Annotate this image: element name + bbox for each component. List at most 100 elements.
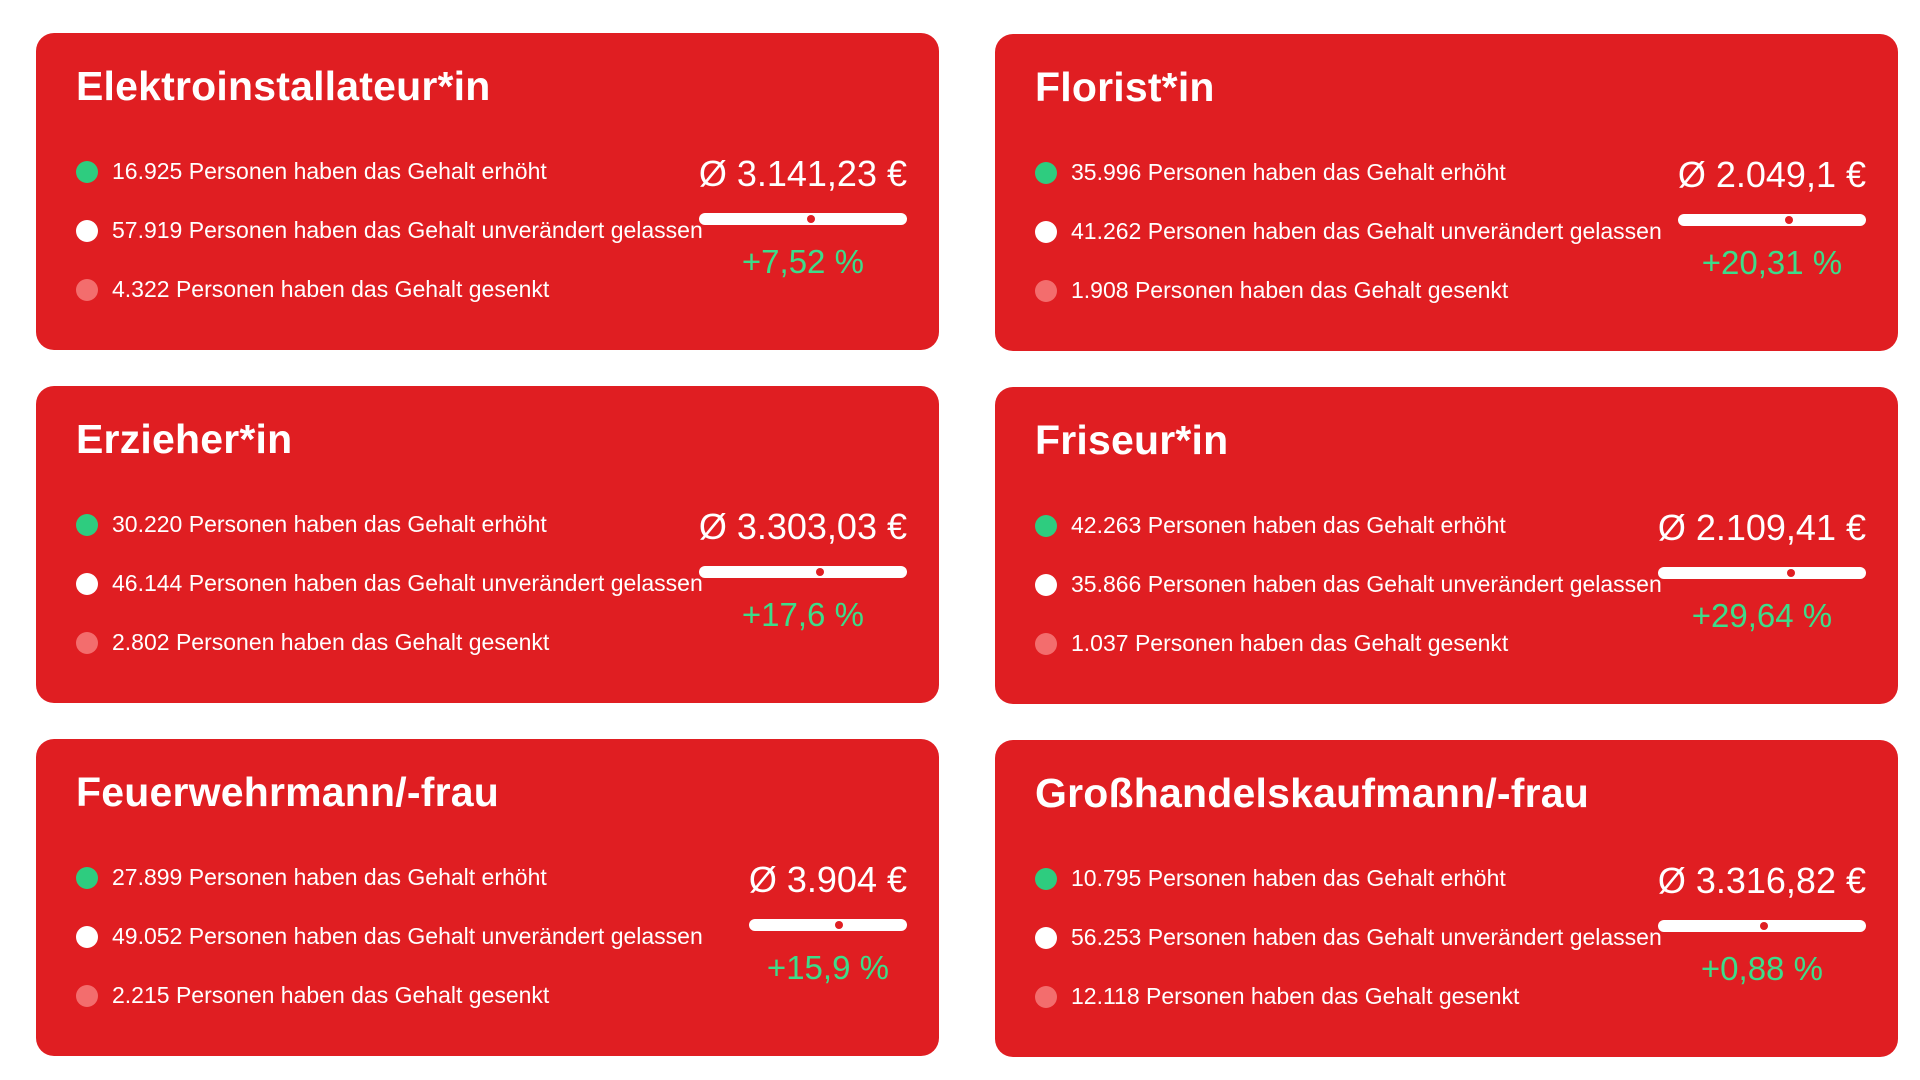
bar-marker bbox=[1784, 216, 1793, 224]
stat-unchanged-text: 46.144 Personen haben das Gehalt unverän… bbox=[112, 570, 703, 596]
pink-dot-icon bbox=[1035, 985, 1057, 1008]
card-erzieher: Erzieher*in 30.220 Personen haben das Ge… bbox=[36, 386, 939, 703]
stat-raised-text: 16.925 Personen haben das Gehalt erhöht bbox=[112, 158, 547, 184]
card-title: Großhandelskaufmann/-frau bbox=[1035, 770, 1590, 816]
stat-raised: 35.996 Personen haben das Gehalt erhöht bbox=[1035, 143, 1662, 202]
white-dot-icon bbox=[76, 572, 98, 595]
average-salary: Ø 2.049,1 € bbox=[1677, 154, 1866, 195]
stat-unchanged: 49.052 Personen haben das Gehalt unverän… bbox=[76, 907, 703, 966]
green-dot-icon bbox=[76, 513, 98, 536]
stat-lowered-text: 2.802 Personen haben das Gehalt gesenkt bbox=[112, 629, 550, 655]
stat-unchanged-text: 41.262 Personen haben das Gehalt unverän… bbox=[1071, 218, 1662, 244]
stat-lowered-text: 1.908 Personen haben das Gehalt gesenkt bbox=[1071, 277, 1509, 303]
card-title: Feuerwehrmann/-frau bbox=[76, 769, 499, 815]
summary: Ø 3.316,82 € +0,88 % bbox=[1657, 860, 1866, 988]
card-title: Elektroinstallateur*in bbox=[76, 63, 491, 109]
stat-raised: 30.220 Personen haben das Gehalt erhöht bbox=[76, 495, 703, 554]
average-salary: Ø 2.109,41 € bbox=[1657, 507, 1866, 548]
white-dot-icon bbox=[1035, 926, 1057, 949]
stat-lowered: 12.118 Personen haben das Gehalt gesenkt bbox=[1035, 967, 1662, 1026]
stat-raised-text: 42.263 Personen haben das Gehalt erhöht bbox=[1071, 512, 1506, 538]
stat-unchanged: 41.262 Personen haben das Gehalt unverän… bbox=[1035, 202, 1662, 261]
stat-raised-text: 10.795 Personen haben das Gehalt erhöht bbox=[1071, 865, 1506, 891]
summary: Ø 3.904 € +15,9 % bbox=[748, 859, 907, 987]
stat-unchanged: 35.866 Personen haben das Gehalt unverän… bbox=[1035, 555, 1662, 614]
card-florist: Florist*in 35.996 Personen haben das Geh… bbox=[995, 34, 1898, 351]
white-dot-icon bbox=[1035, 220, 1057, 243]
stat-list: 35.996 Personen haben das Gehalt erhöht … bbox=[1035, 143, 1662, 320]
stat-lowered: 4.322 Personen haben das Gehalt gesenkt bbox=[76, 260, 703, 319]
pink-dot-icon bbox=[76, 984, 98, 1007]
card-grosshandel: Großhandelskaufmann/-frau 10.795 Persone… bbox=[995, 740, 1898, 1057]
salary-change: +29,64 % bbox=[1691, 597, 1833, 634]
average-salary: Ø 3.141,23 € bbox=[698, 153, 907, 194]
stat-unchanged-text: 57.919 Personen haben das Gehalt unverän… bbox=[112, 217, 703, 243]
stat-raised: 10.795 Personen haben das Gehalt erhöht bbox=[1035, 849, 1662, 908]
salary-change: +7,52 % bbox=[741, 243, 864, 280]
green-dot-icon bbox=[76, 160, 98, 183]
bar-marker bbox=[1787, 569, 1796, 577]
pink-dot-icon bbox=[76, 278, 98, 301]
average-salary: Ø 3.316,82 € bbox=[1657, 860, 1866, 901]
pink-dot-icon bbox=[76, 631, 98, 654]
stat-lowered: 2.802 Personen haben das Gehalt gesenkt bbox=[76, 613, 703, 672]
white-dot-icon bbox=[1035, 573, 1057, 596]
stat-lowered-text: 4.322 Personen haben das Gehalt gesenkt bbox=[112, 276, 550, 302]
stat-raised: 16.925 Personen haben das Gehalt erhöht bbox=[76, 142, 703, 201]
average-salary: Ø 3.303,03 € bbox=[698, 506, 907, 547]
stat-list: 10.795 Personen haben das Gehalt erhöht … bbox=[1035, 849, 1662, 1026]
stat-raised-text: 30.220 Personen haben das Gehalt erhöht bbox=[112, 511, 547, 537]
stat-raised-text: 27.899 Personen haben das Gehalt erhöht bbox=[112, 864, 547, 890]
stat-raised-text: 35.996 Personen haben das Gehalt erhöht bbox=[1071, 159, 1506, 185]
white-dot-icon bbox=[76, 219, 98, 242]
card-title: Florist*in bbox=[1035, 64, 1215, 110]
stat-list: 42.263 Personen haben das Gehalt erhöht … bbox=[1035, 496, 1662, 673]
distribution-bar bbox=[1657, 920, 1866, 932]
card-title: Erzieher*in bbox=[76, 416, 293, 462]
green-dot-icon bbox=[1035, 514, 1057, 537]
pink-dot-icon bbox=[1035, 632, 1057, 655]
stat-list: 16.925 Personen haben das Gehalt erhöht … bbox=[76, 142, 703, 319]
stat-unchanged: 56.253 Personen haben das Gehalt unverän… bbox=[1035, 908, 1662, 967]
green-dot-icon bbox=[1035, 161, 1057, 184]
white-dot-icon bbox=[76, 925, 98, 948]
stat-lowered-text: 12.118 Personen haben das Gehalt gesenkt bbox=[1071, 983, 1520, 1009]
summary: Ø 2.049,1 € +20,31 % bbox=[1677, 154, 1866, 282]
summary: Ø 3.141,23 € +7,52 % bbox=[698, 153, 907, 281]
card-elektroinstallateur: Elektroinstallateur*in 16.925 Personen h… bbox=[36, 33, 939, 350]
stat-unchanged-text: 35.866 Personen haben das Gehalt unverän… bbox=[1071, 571, 1662, 597]
stat-lowered-text: 1.037 Personen haben das Gehalt gesenkt bbox=[1071, 630, 1509, 656]
green-dot-icon bbox=[76, 866, 98, 889]
stat-raised: 42.263 Personen haben das Gehalt erhöht bbox=[1035, 496, 1662, 555]
stat-unchanged: 46.144 Personen haben das Gehalt unverän… bbox=[76, 554, 703, 613]
salary-change: +17,6 % bbox=[741, 596, 864, 633]
average-salary: Ø 3.904 € bbox=[748, 859, 907, 900]
salary-change: +20,31 % bbox=[1701, 244, 1843, 281]
pink-dot-icon bbox=[1035, 279, 1057, 302]
salary-change: +0,88 % bbox=[1700, 950, 1823, 987]
bar-marker bbox=[807, 215, 816, 223]
card-feuerwehr: Feuerwehrmann/-frau 27.899 Personen habe… bbox=[36, 739, 939, 1056]
stat-raised: 27.899 Personen haben das Gehalt erhöht bbox=[76, 848, 703, 907]
bar-marker bbox=[815, 568, 824, 576]
stat-lowered-text: 2.215 Personen haben das Gehalt gesenkt bbox=[112, 982, 550, 1008]
bar-marker bbox=[835, 921, 843, 929]
summary: Ø 2.109,41 € +29,64 % bbox=[1657, 507, 1866, 635]
stat-lowered: 1.908 Personen haben das Gehalt gesenkt bbox=[1035, 261, 1662, 320]
distribution-bar bbox=[1677, 214, 1866, 226]
summary: Ø 3.303,03 € +17,6 % bbox=[698, 506, 907, 634]
stat-list: 30.220 Personen haben das Gehalt erhöht … bbox=[76, 495, 703, 672]
salary-change: +15,9 % bbox=[766, 949, 889, 986]
distribution-bar bbox=[698, 566, 907, 578]
card-friseur: Friseur*in 42.263 Personen haben das Geh… bbox=[995, 387, 1898, 704]
stat-lowered: 1.037 Personen haben das Gehalt gesenkt bbox=[1035, 614, 1662, 673]
distribution-bar bbox=[748, 919, 907, 931]
stat-list: 27.899 Personen haben das Gehalt erhöht … bbox=[76, 848, 703, 1025]
distribution-bar bbox=[698, 213, 907, 225]
stat-unchanged-text: 56.253 Personen haben das Gehalt unverän… bbox=[1071, 924, 1662, 950]
stat-unchanged-text: 49.052 Personen haben das Gehalt unverän… bbox=[112, 923, 703, 949]
bar-marker bbox=[1759, 922, 1768, 930]
stat-lowered: 2.215 Personen haben das Gehalt gesenkt bbox=[76, 966, 703, 1025]
distribution-bar bbox=[1657, 567, 1866, 579]
